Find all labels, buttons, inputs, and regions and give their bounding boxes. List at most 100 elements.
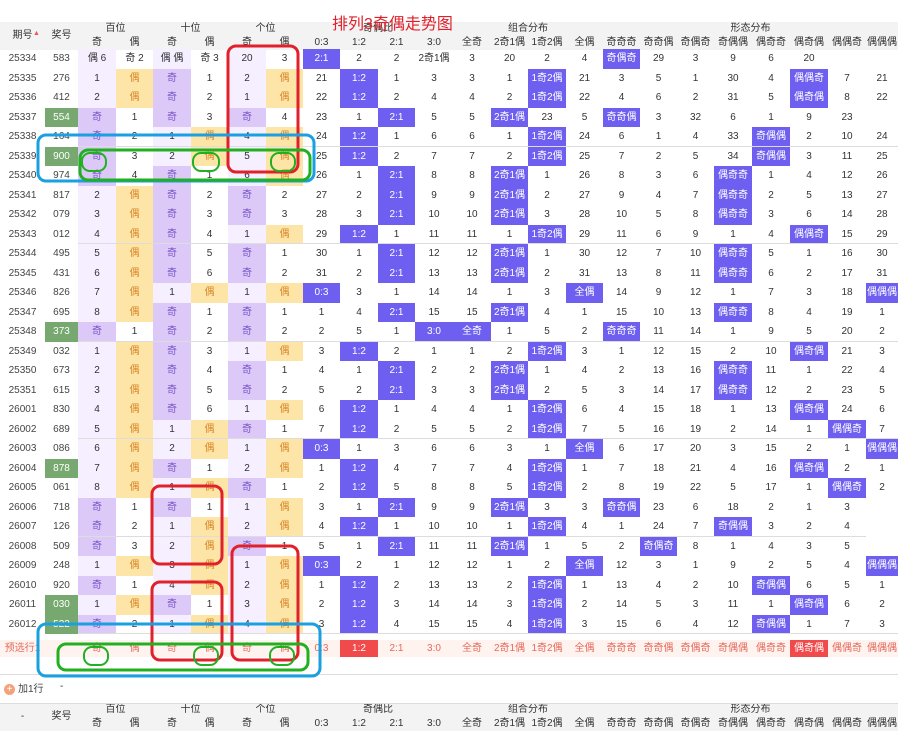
trend-cell: 12 — [615, 248, 628, 259]
trend-cell: 1 — [378, 225, 415, 244]
trend-cell: 23 — [541, 111, 553, 123]
predict-option[interactable]: 偶奇偶 — [790, 640, 828, 657]
predict-option[interactable]: 偶 — [191, 640, 228, 657]
prize-number: 412 — [53, 92, 70, 103]
issue-column-header[interactable]: 期号 — [0, 22, 45, 50]
predict-option[interactable]: 奇奇奇 — [603, 640, 640, 657]
trend-cell: 9 — [655, 287, 662, 298]
trend-cell: 6 — [206, 404, 213, 415]
trend-cell: 2 — [790, 127, 828, 147]
trend-cell: 8 — [469, 170, 475, 181]
predict-option[interactable]: 3:0 — [415, 640, 453, 657]
trend-cell: 21 — [841, 345, 853, 357]
trend-cell: 1奇2偶 — [528, 68, 566, 88]
trend-cell: 6 — [844, 599, 850, 610]
trend-cell: 1 — [131, 579, 138, 591]
trend-cell: 1:2 — [340, 400, 378, 420]
predict-option[interactable]: 偶 — [266, 640, 303, 657]
predict-prize — [45, 640, 78, 657]
trend-cell: 偶偶奇 — [790, 224, 828, 244]
trend-cell: 5 — [790, 322, 828, 342]
predict-option[interactable]: 2奇1偶 — [491, 640, 528, 657]
trend-cell: 14 — [615, 287, 628, 298]
trend-cell: 1奇2偶 — [528, 341, 566, 361]
trend-cell: 5 — [806, 189, 812, 201]
predict-option[interactable]: 偶奇奇 — [752, 640, 790, 657]
trend-cell: 3 — [206, 111, 213, 123]
trend-cell: 14 — [428, 287, 440, 298]
trend-cell: 4 — [469, 404, 475, 415]
ratio-header: 2:1 — [378, 36, 415, 50]
trend-cell: 偶 — [116, 556, 153, 576]
prize-number: 248 — [53, 560, 70, 571]
trend-cell: 11 — [453, 225, 491, 244]
trend-cell: 4 — [78, 224, 116, 244]
trend-cell: 13 — [652, 365, 665, 376]
combo-header: 1奇2偶 — [528, 36, 566, 50]
trend-cell: 奇 — [153, 224, 191, 244]
predict-option[interactable]: 偶偶奇 — [828, 640, 866, 657]
trend-cell: 5 — [844, 540, 850, 552]
trend-cell: 0:3 — [303, 439, 340, 459]
trend-cell: 1 — [581, 306, 588, 318]
trend-cell: 4 — [431, 92, 437, 103]
trend-cell: 1 — [692, 72, 699, 84]
add-row-label: 加1行 — [18, 684, 44, 695]
predict-row-label[interactable]: 预选行1 — [0, 640, 45, 657]
predict-option[interactable]: 1奇2偶 — [528, 640, 566, 657]
predict-option[interactable]: 奇偶偶 — [714, 640, 752, 657]
shape-header: 偶偶偶 — [866, 36, 898, 50]
trend-cell: 13 — [428, 579, 440, 591]
trend-cell: 1 — [356, 365, 362, 376]
trend-cell: 1 — [206, 501, 213, 513]
trend-cell: 1:2 — [340, 419, 378, 439]
trend-cell: 1 — [879, 306, 885, 318]
trend-cell: 偶奇偶 — [790, 458, 828, 478]
trend-cell: 3 — [806, 287, 812, 298]
predict-option[interactable]: 0:3 — [303, 640, 340, 657]
add-row-bar: + 加1行 - — [0, 674, 898, 704]
predict-option[interactable]: 1:2 — [340, 640, 378, 657]
trend-cell: 1 — [356, 443, 362, 454]
trend-cell: 1 — [603, 517, 640, 537]
trend-cell: 1奇2偶 — [528, 614, 566, 634]
trend-cell: 2 — [206, 189, 213, 201]
trend-cell: 偶 — [266, 595, 303, 615]
predict-option[interactable]: 奇 — [153, 640, 191, 657]
predict-option[interactable]: 奇 — [78, 640, 116, 657]
predict-option[interactable]: 奇偶奇 — [677, 640, 714, 657]
predict-option[interactable]: 偶 — [116, 640, 153, 657]
trend-cell: 2 — [281, 189, 288, 201]
trend-cell: 7 — [866, 420, 898, 439]
predict-option[interactable]: 奇奇偶 — [640, 640, 677, 657]
sort-icon[interactable]: ▲ — [33, 30, 40, 37]
trend-cell: 偶偶奇 — [828, 478, 866, 498]
predict-option[interactable]: 奇 — [228, 640, 266, 657]
predict-option[interactable]: 2:1 — [378, 640, 415, 657]
trend-cell: 1:2 — [340, 127, 378, 147]
trend-cell: 1 — [714, 322, 752, 342]
group-header: 奇偶比 — [303, 703, 453, 717]
trend-cell: 3 — [356, 209, 362, 220]
trend-cell: 12 — [714, 615, 752, 634]
predict-option[interactable]: 全偶 — [566, 640, 603, 657]
predict-option[interactable]: 偶偶偶 — [866, 640, 898, 657]
prize-number: 373 — [45, 322, 78, 342]
trend-cell: 1奇2偶 — [528, 224, 566, 244]
predict-option[interactable]: 全奇 — [453, 640, 491, 657]
trend-cell: 30 — [727, 72, 739, 84]
trend-cell: 1 — [153, 614, 191, 634]
trend-cell: 22 — [841, 365, 853, 376]
trend-cell: 偶 — [116, 458, 153, 478]
add-row-button[interactable]: + 加1行 — [4, 680, 44, 695]
trend-cell: 24 — [566, 127, 603, 147]
trend-cell: 3 — [618, 384, 625, 396]
trend-cell: 1 — [318, 306, 325, 318]
trend-cell: 3 — [431, 384, 437, 396]
trend-cell: 1 — [206, 462, 213, 474]
prize-number: 920 — [53, 579, 70, 591]
trend-cell: 6 — [603, 127, 640, 147]
trend-cell: 5 — [655, 599, 662, 610]
trend-cell: 3 — [879, 345, 885, 357]
